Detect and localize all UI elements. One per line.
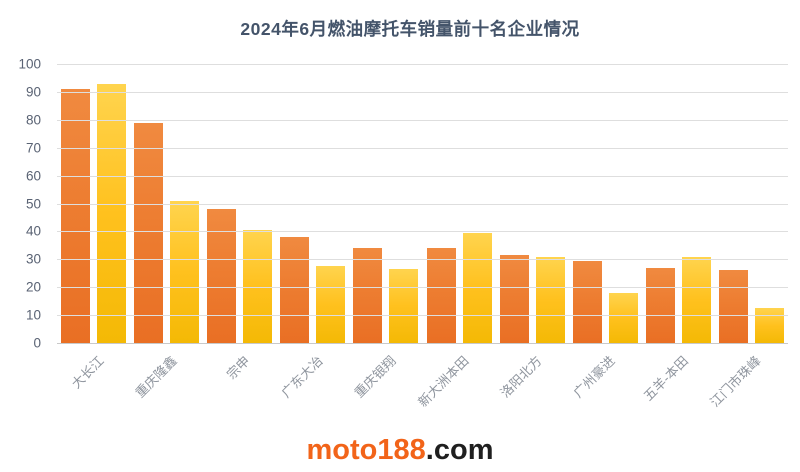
y-tick-label: 90 <box>25 84 41 100</box>
y-tick-label: 50 <box>25 196 41 211</box>
orange-series-bar <box>718 270 748 343</box>
gold-series-bar <box>608 292 638 343</box>
x-axis-label: 重庆银翔 <box>351 353 399 401</box>
bar-group: 江门市珠峰 <box>708 64 788 410</box>
x-axis-label: 重庆隆鑫 <box>131 353 180 401</box>
bar-group: 重庆银翔 <box>349 64 422 401</box>
bar-group: 五羊-本田 <box>641 64 715 404</box>
orange-series-bar <box>280 236 310 343</box>
y-tick-label: 60 <box>25 168 41 184</box>
gridline <box>57 64 788 65</box>
y-tick-label: 30 <box>25 251 41 267</box>
orange-series-bar <box>426 248 456 343</box>
y-tick-label: 70 <box>25 140 41 156</box>
gold-series-bar <box>97 83 127 343</box>
chart-title: 2024年6月燃油摩托车销量前十名企业情况 <box>240 19 580 39</box>
y-tick-label: 100 <box>18 56 41 72</box>
gridline <box>57 231 788 233</box>
y-tick-label: 80 <box>25 112 41 128</box>
gold-series-bar <box>243 230 273 343</box>
orange-series-bar <box>134 122 164 343</box>
x-axis-label: 大长江 <box>68 353 107 392</box>
orange-series-bar <box>499 255 529 343</box>
gold-series-bar <box>535 256 565 343</box>
bar-group: 大长江 <box>57 64 130 391</box>
gold-series-bar <box>754 308 784 343</box>
gridline <box>57 259 788 261</box>
gridline <box>57 203 788 205</box>
bar-group: 广东大冶 <box>276 64 349 401</box>
y-tick-label: 20 <box>25 279 41 295</box>
x-axis-label: 广东大冶 <box>278 353 326 401</box>
bar-group: 洛阳北方 <box>496 64 569 401</box>
y-axis: 100 90 80 70 60 50 40 30 20 10 0 <box>0 57 47 351</box>
orange-series-bar <box>61 89 91 343</box>
x-axis-label: 宗申 <box>223 353 253 383</box>
gold-series-bar <box>389 269 419 343</box>
bar-group: 广州豪进 <box>569 64 642 401</box>
gold-series-bar <box>316 266 346 343</box>
orange-series-bar <box>645 267 675 343</box>
plot-area: 大长江 重庆隆鑫 宗申 广东大冶 重庆银翔 新大洲本田 洛阳北方 广州豪进 五羊-本田 江门市珠峰 <box>57 64 788 410</box>
x-axis-label: 新大洲本田 <box>415 353 472 410</box>
gold-series-bar <box>681 256 711 343</box>
x-axis-label: 广州豪进 <box>570 353 618 401</box>
bar-group: 重庆隆鑫 <box>130 64 203 401</box>
y-tick-label: 40 <box>25 223 41 239</box>
orange-series-bar <box>207 209 237 343</box>
gridline <box>57 287 788 289</box>
x-axis-label: 洛阳北方 <box>497 353 545 401</box>
watermark: moto188.com <box>307 434 494 467</box>
gridline <box>57 119 788 121</box>
orange-series-bar <box>353 248 383 343</box>
gridline <box>57 91 788 93</box>
gold-series-bar <box>170 200 200 343</box>
y-tick-label: 0 <box>33 335 41 351</box>
y-tick-label: 10 <box>25 307 41 323</box>
watermark-brand: moto188 <box>306 434 426 466</box>
gridline <box>57 315 788 317</box>
orange-series-bar <box>572 260 602 343</box>
watermark-suffix: .com <box>425 434 494 466</box>
gridline <box>57 147 788 149</box>
x-axis-label: 五羊-本田 <box>640 353 692 404</box>
bar-groups: 大长江 重庆隆鑫 宗申 广东大冶 重庆银翔 新大洲本田 洛阳北方 广州豪进 五羊-本田 江门市珠峰 <box>57 64 788 410</box>
x-axis-label: 江门市珠峰 <box>707 353 765 410</box>
gridline <box>57 175 788 177</box>
